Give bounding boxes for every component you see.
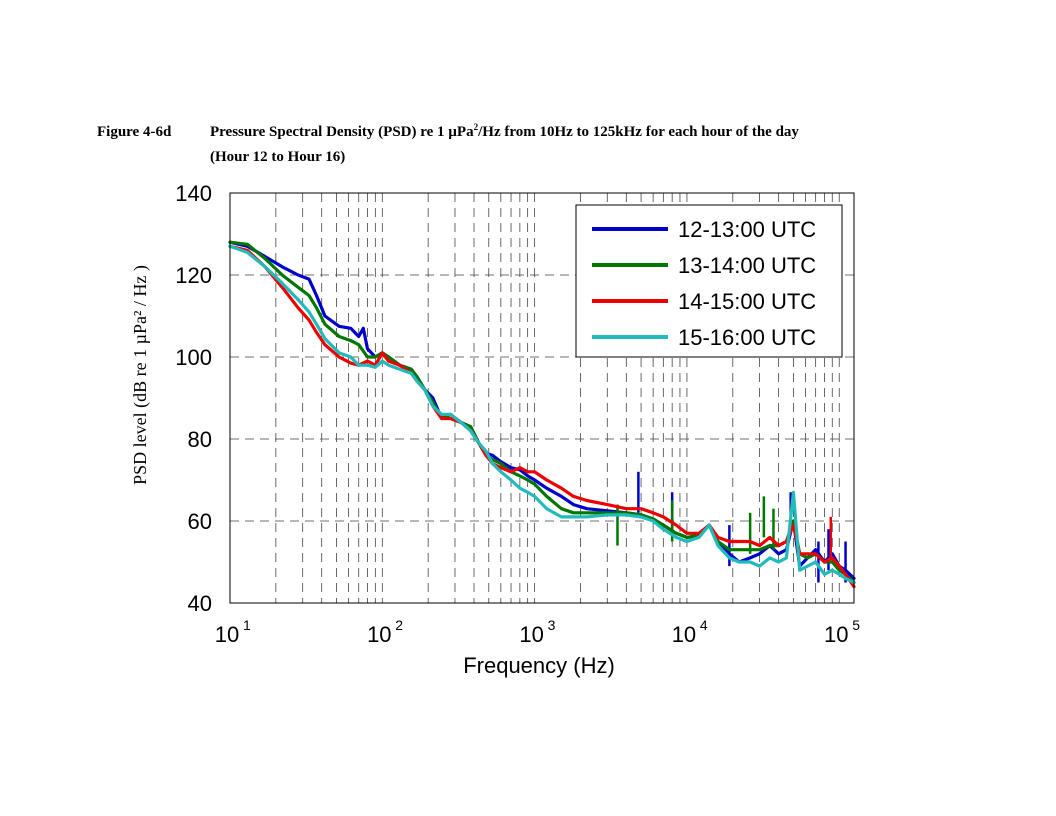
series-line-1 — [228, 240, 856, 580]
x-tick-exponent: 4 — [700, 617, 708, 633]
y-tick-label: 100 — [175, 345, 212, 370]
series-layer — [228, 240, 856, 589]
figure-subtitle: (Hour 12 to Hour 16) — [210, 149, 346, 165]
x-tick-label: 10 — [672, 622, 696, 647]
x-tick-exponent: 3 — [548, 617, 556, 633]
legend: 12-13:00 UTC 13-14:00 UTC 14-15:00 UTC 15-1… — [575, 204, 843, 358]
x-tick-exponent: 1 — [243, 617, 251, 633]
figure-title-superscript: 2 — [473, 122, 479, 132]
y-tick-label: 60 — [188, 509, 212, 534]
y-axis-label: PSD level (dB re 1 µPa² / Hz ) — [130, 265, 151, 485]
y-tick-label: 40 — [188, 591, 212, 616]
x-axis-label: Frequency (Hz) — [463, 653, 615, 678]
x-tick-label: 10 — [824, 622, 848, 647]
plot-frame — [229, 192, 855, 604]
y-tick-label: 80 — [188, 427, 212, 452]
figure-title-part-a: Pressure Spectral Density (PSD) re 1 µPa — [210, 124, 474, 140]
series-line-4 — [228, 244, 856, 585]
x-tick-label: 10 — [215, 622, 239, 647]
legend-label-2: 13-14:00 UTC — [678, 253, 816, 278]
x-tick-label: 10 — [519, 622, 543, 647]
y-tick-label: 140 — [175, 181, 212, 206]
figure-title-part-b: /Hz from 10Hz to 125kHz for each hour of… — [478, 124, 799, 140]
x-tick-label: 10 — [367, 622, 391, 647]
legend-label-1: 12-13:00 UTC — [678, 217, 816, 242]
x-tick-exponent: 2 — [395, 617, 403, 633]
figure-title: Pressure Spectral Density (PSD) re 1 µPa… — [210, 120, 799, 145]
legend-label-3: 14-15:00 UTC — [678, 289, 816, 314]
legend-label-4: 15-16:00 UTC — [678, 325, 816, 350]
x-tick-exponent: 5 — [852, 617, 860, 633]
figure-label: Figure 4-6d — [97, 124, 172, 140]
y-tick-label: 120 — [175, 263, 212, 288]
